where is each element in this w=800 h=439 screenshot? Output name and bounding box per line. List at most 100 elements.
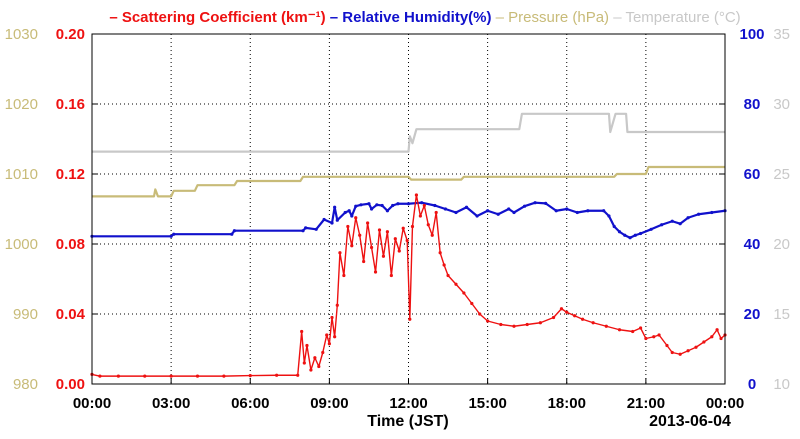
data-point-rh xyxy=(169,234,173,238)
data-point-rh xyxy=(602,209,606,213)
data-point-sc xyxy=(710,335,714,339)
data-point-rh xyxy=(660,223,664,227)
x-tick-label: 03:00 xyxy=(152,395,190,412)
y-tick-label-scattering: 0.20 xyxy=(56,26,85,43)
data-point-sc xyxy=(275,373,279,377)
data-point-rh xyxy=(380,203,384,208)
x-tick-label: 00:00 xyxy=(73,395,111,412)
data-point-rh xyxy=(464,205,469,209)
y-tick-label-scattering: 0.16 xyxy=(56,96,85,113)
data-point-sc xyxy=(694,345,698,349)
data-point-sc xyxy=(300,329,304,334)
data-point-rh xyxy=(391,203,395,208)
axes-layer: 00:00 03:00 06:00 09:00 12:00 15:00 18:00 21:00… xyxy=(5,26,790,412)
data-point-rh xyxy=(678,222,682,226)
data-point-sc xyxy=(313,356,317,360)
series-pr xyxy=(92,165,725,198)
data-point-rh xyxy=(396,202,400,206)
data-point-sc xyxy=(393,237,397,241)
legend-item-tp: – Temperature (°C) xyxy=(609,9,741,26)
y-tick-label-temperature: 10 xyxy=(773,376,790,393)
data-point-rh xyxy=(406,202,411,206)
data-point-rh xyxy=(454,210,458,215)
y-tick-label-scattering: 0.12 xyxy=(56,166,85,183)
data-point-sc xyxy=(617,328,622,332)
y-tick-label-temperature: 30 xyxy=(773,96,790,113)
y-tick-label-pressure: 990 xyxy=(13,306,38,323)
y-tick-label-humidity: 60 xyxy=(744,166,761,183)
data-point-sc xyxy=(373,270,378,274)
data-point-sc xyxy=(418,214,422,218)
data-point-rh xyxy=(330,221,334,225)
series-line-pr xyxy=(92,165,725,198)
data-point-rh xyxy=(433,203,437,208)
y-tick-label-scattering: 0.00 xyxy=(56,376,85,393)
data-point-sc xyxy=(381,254,386,258)
data-point-rh xyxy=(522,204,527,208)
y-tick-label-temperature: 15 xyxy=(773,306,790,323)
data-point-sc xyxy=(385,230,389,234)
data-point-rh xyxy=(335,218,339,222)
data-point-rh xyxy=(322,217,326,222)
data-point-rh xyxy=(507,207,511,211)
data-point-rh xyxy=(612,224,616,229)
data-point-sc xyxy=(405,238,409,243)
data-point-sc xyxy=(478,312,482,316)
series-sc xyxy=(90,193,727,378)
data-point-rh xyxy=(385,209,389,213)
y-tick-label-pressure: 980 xyxy=(13,376,38,393)
data-point-sc xyxy=(580,317,585,321)
y-tick-label-scattering: 0.04 xyxy=(56,306,86,323)
data-point-sc xyxy=(195,374,200,378)
data-point-sc xyxy=(559,307,564,311)
data-point-rh xyxy=(554,209,558,213)
data-point-rh xyxy=(475,214,479,218)
data-point-sc xyxy=(342,273,346,278)
data-point-rh xyxy=(343,210,347,215)
data-point-sc xyxy=(377,228,382,232)
data-point-sc xyxy=(169,374,173,378)
legend: – Scattering Coefficient (km⁻¹) – Relati… xyxy=(109,9,740,26)
data-point-sc xyxy=(98,374,102,378)
data-point-rh xyxy=(575,210,579,215)
data-point-sc xyxy=(702,340,706,344)
y-tick-label-humidity: 100 xyxy=(739,26,764,43)
data-point-sc xyxy=(591,321,595,325)
data-point-sc xyxy=(639,326,643,330)
data-point-sc xyxy=(604,324,608,328)
data-point-sc xyxy=(573,314,577,318)
data-point-sc xyxy=(401,226,405,230)
data-point-sc xyxy=(631,329,635,334)
data-point-sc xyxy=(309,368,313,372)
grid-lines xyxy=(92,34,725,384)
data-point-sc xyxy=(470,301,474,306)
data-point-rh xyxy=(623,233,627,237)
data-point-rh xyxy=(586,209,590,213)
data-point-sc xyxy=(462,291,466,295)
data-point-sc xyxy=(719,336,723,341)
legend-item-pr: – Pressure (hPa) xyxy=(492,9,610,26)
data-point-sc xyxy=(397,249,401,253)
data-point-rh xyxy=(369,207,374,211)
data-point-sc xyxy=(525,322,529,327)
data-point-sc xyxy=(410,224,415,229)
y-tick-label-humidity: 0 xyxy=(748,376,756,393)
data-point-sc xyxy=(408,317,412,321)
data-point-sc xyxy=(486,319,490,323)
y-tick-label-humidity: 80 xyxy=(744,96,761,113)
data-point-rh xyxy=(230,232,234,236)
data-point-sc xyxy=(454,282,458,286)
data-point-sc xyxy=(327,342,331,346)
data-point-rh xyxy=(486,209,490,213)
data-point-sc xyxy=(366,221,370,225)
data-point-sc xyxy=(358,233,362,237)
data-point-sc xyxy=(565,310,569,314)
data-point-sc xyxy=(551,315,556,320)
data-point-sc xyxy=(321,350,325,355)
y-tick-label-temperature: 20 xyxy=(773,236,790,253)
data-point-sc xyxy=(512,324,516,328)
y-tick-label-temperature: 25 xyxy=(773,166,790,183)
x-tick-label: 12:00 xyxy=(389,395,427,412)
data-point-sc xyxy=(442,263,446,267)
data-point-rh xyxy=(333,205,337,209)
